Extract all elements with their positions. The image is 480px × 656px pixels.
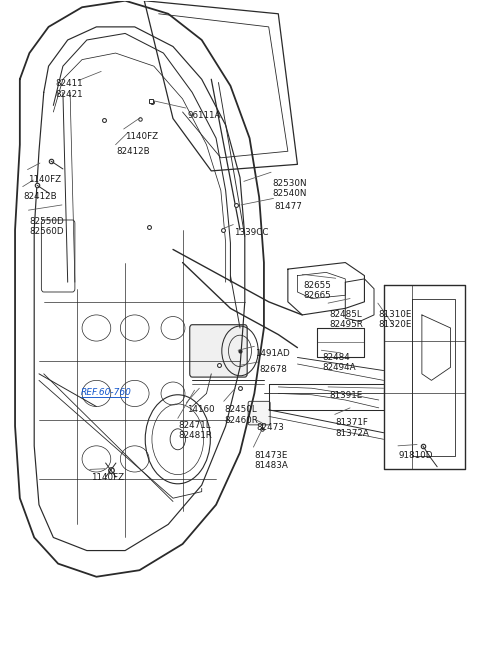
Text: 82412B: 82412B	[117, 148, 150, 156]
Text: 81391E: 81391E	[329, 391, 362, 400]
Ellipse shape	[120, 446, 149, 472]
Text: 82450L
82460R: 82450L 82460R	[225, 405, 259, 424]
Text: 82471L
82481R: 82471L 82481R	[179, 421, 213, 440]
Text: 82655
82665: 82655 82665	[303, 281, 331, 300]
Text: 82411
82421: 82411 82421	[56, 79, 84, 98]
Text: REF.60-760: REF.60-760	[81, 388, 132, 398]
Ellipse shape	[82, 446, 111, 472]
Text: 82550D
82560D: 82550D 82560D	[29, 216, 64, 236]
FancyBboxPatch shape	[41, 220, 75, 292]
Text: 1140FZ: 1140FZ	[91, 474, 124, 482]
Ellipse shape	[120, 380, 149, 407]
Text: 1140FZ: 1140FZ	[28, 175, 61, 184]
Text: 81477: 81477	[275, 202, 302, 211]
Text: 82473: 82473	[256, 423, 284, 432]
Text: 1140FZ: 1140FZ	[125, 132, 158, 140]
Ellipse shape	[161, 317, 185, 339]
Text: 82412B: 82412B	[24, 192, 57, 201]
Text: 1339CC: 1339CC	[234, 228, 269, 237]
Text: 91810D: 91810D	[399, 451, 433, 460]
Text: 14160: 14160	[187, 405, 215, 414]
Text: 82530N
82540N: 82530N 82540N	[273, 178, 307, 198]
Ellipse shape	[120, 315, 149, 341]
Text: 81371F
81372A: 81371F 81372A	[336, 419, 370, 438]
Text: 81310E
81320E: 81310E 81320E	[379, 310, 412, 329]
Text: 1491AD: 1491AD	[255, 349, 290, 358]
Text: 96111A: 96111A	[187, 111, 221, 119]
FancyBboxPatch shape	[248, 401, 270, 425]
FancyBboxPatch shape	[190, 325, 247, 377]
Ellipse shape	[82, 380, 111, 407]
Ellipse shape	[161, 382, 185, 405]
Text: 82485L
82495R: 82485L 82495R	[329, 310, 363, 329]
Ellipse shape	[82, 315, 111, 341]
Text: 82484
82494A: 82484 82494A	[323, 353, 356, 372]
Text: 82678: 82678	[259, 365, 287, 374]
Text: 81473E
81483A: 81473E 81483A	[254, 451, 288, 470]
